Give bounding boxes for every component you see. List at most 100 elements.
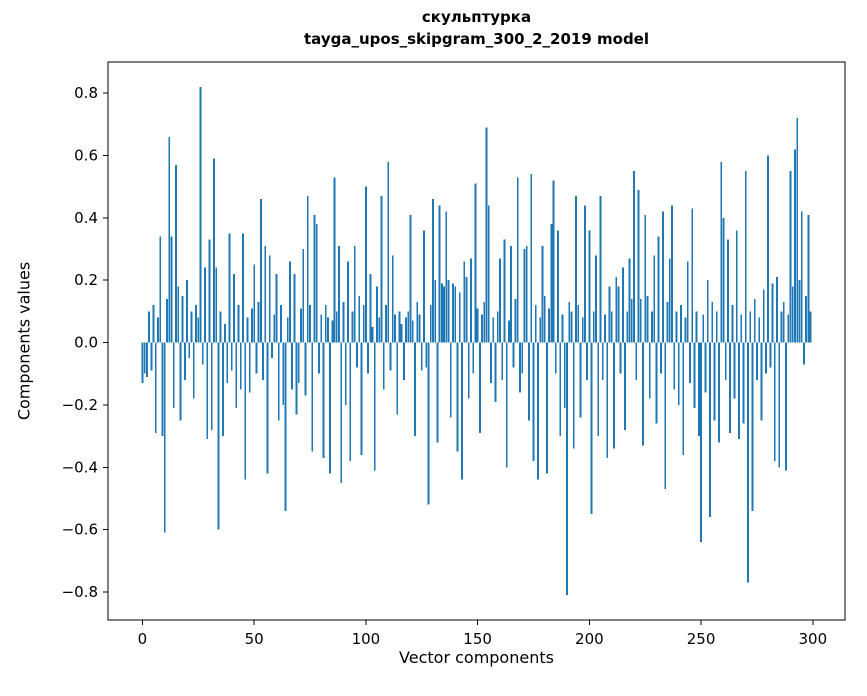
bar bbox=[219, 311, 222, 343]
bar bbox=[514, 298, 517, 343]
bar bbox=[402, 342, 405, 380]
x-tick-label: 200 bbox=[575, 630, 604, 648]
bar bbox=[778, 342, 781, 468]
bar bbox=[163, 342, 166, 533]
bar bbox=[686, 261, 689, 343]
bar bbox=[581, 317, 584, 343]
bar bbox=[769, 342, 772, 368]
bar bbox=[630, 298, 633, 343]
bar bbox=[727, 239, 729, 343]
bar bbox=[320, 314, 323, 343]
bar bbox=[154, 342, 157, 433]
bar bbox=[494, 342, 497, 402]
bar bbox=[248, 342, 251, 393]
x-axis-label: Vector components bbox=[399, 648, 554, 667]
bar bbox=[724, 342, 727, 380]
bar bbox=[253, 264, 256, 343]
bar bbox=[619, 342, 622, 374]
bar bbox=[423, 230, 425, 343]
bar bbox=[414, 342, 416, 437]
bar bbox=[771, 283, 774, 343]
bar bbox=[635, 342, 638, 380]
bar bbox=[306, 196, 309, 343]
bar bbox=[742, 342, 745, 424]
bar bbox=[644, 214, 647, 343]
bar bbox=[583, 205, 586, 343]
bar bbox=[521, 342, 524, 374]
bar bbox=[416, 302, 419, 343]
bar bbox=[659, 342, 662, 374]
bar bbox=[192, 342, 195, 399]
axes-box bbox=[107, 61, 846, 621]
bar bbox=[255, 342, 258, 374]
bar bbox=[490, 342, 492, 384]
bar bbox=[510, 245, 513, 343]
bar bbox=[639, 298, 642, 343]
bar bbox=[371, 326, 374, 343]
bar bbox=[244, 342, 247, 480]
bar bbox=[230, 342, 233, 371]
bar bbox=[780, 311, 783, 343]
bar bbox=[213, 158, 215, 343]
bar bbox=[340, 342, 343, 483]
bar bbox=[467, 342, 470, 399]
bar bbox=[624, 342, 626, 430]
bar bbox=[610, 311, 613, 343]
bar bbox=[297, 342, 300, 384]
bar bbox=[503, 239, 506, 343]
bar bbox=[651, 311, 653, 343]
bar bbox=[293, 273, 296, 343]
bar bbox=[534, 305, 537, 343]
x-tick-label: 150 bbox=[463, 630, 492, 648]
bar bbox=[481, 314, 483, 343]
bar bbox=[295, 342, 298, 415]
y-tick-label: −0.2 bbox=[62, 396, 98, 414]
bar bbox=[474, 183, 477, 343]
bar bbox=[456, 342, 459, 452]
bar bbox=[150, 342, 153, 371]
bar bbox=[577, 305, 580, 343]
bar bbox=[201, 342, 204, 365]
bar bbox=[519, 342, 521, 393]
bar bbox=[246, 317, 249, 343]
bar bbox=[740, 314, 743, 343]
bar bbox=[796, 118, 799, 343]
bar bbox=[675, 311, 678, 343]
bar bbox=[206, 342, 209, 440]
bar bbox=[729, 342, 732, 433]
bar bbox=[331, 320, 334, 343]
bar bbox=[621, 267, 624, 343]
bar bbox=[756, 342, 758, 380]
bar bbox=[642, 342, 644, 446]
bar bbox=[738, 342, 740, 440]
bar bbox=[689, 342, 691, 384]
bar bbox=[677, 342, 680, 405]
bar bbox=[257, 302, 260, 343]
bar bbox=[300, 308, 302, 343]
bar bbox=[438, 205, 441, 343]
bar bbox=[262, 342, 264, 380]
bar bbox=[177, 286, 180, 343]
bar bbox=[429, 305, 432, 343]
bar bbox=[554, 342, 557, 374]
bar bbox=[744, 171, 747, 343]
y-axis-label: Components values bbox=[14, 261, 34, 421]
bar bbox=[684, 317, 687, 343]
bar bbox=[400, 323, 403, 343]
bar bbox=[700, 342, 702, 543]
bar bbox=[785, 342, 787, 471]
bar bbox=[447, 280, 450, 343]
bar bbox=[273, 314, 276, 343]
bar bbox=[463, 261, 466, 343]
bar bbox=[311, 342, 314, 452]
bar bbox=[360, 342, 363, 455]
bar bbox=[532, 342, 535, 462]
bar bbox=[373, 342, 376, 471]
bar bbox=[501, 342, 504, 380]
bar bbox=[259, 199, 262, 343]
bar bbox=[662, 211, 664, 343]
bar bbox=[575, 196, 577, 343]
bar bbox=[309, 305, 311, 343]
bar bbox=[356, 342, 358, 368]
bar bbox=[376, 286, 378, 343]
